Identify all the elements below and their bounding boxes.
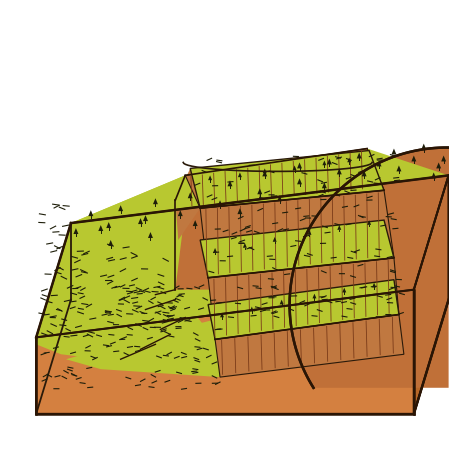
Polygon shape: [220, 313, 224, 317]
Polygon shape: [178, 210, 183, 216]
Polygon shape: [307, 230, 311, 235]
Polygon shape: [273, 237, 277, 242]
Polygon shape: [347, 157, 351, 162]
Polygon shape: [213, 248, 217, 253]
Polygon shape: [312, 294, 316, 298]
Polygon shape: [200, 190, 394, 278]
Polygon shape: [118, 205, 123, 211]
Polygon shape: [290, 148, 450, 388]
Polygon shape: [257, 188, 262, 194]
Polygon shape: [436, 163, 441, 168]
Polygon shape: [297, 178, 302, 184]
Polygon shape: [73, 228, 78, 234]
Polygon shape: [200, 220, 394, 278]
Polygon shape: [337, 168, 342, 174]
Polygon shape: [176, 168, 449, 290]
Polygon shape: [208, 280, 399, 339]
Polygon shape: [106, 222, 111, 228]
Polygon shape: [228, 180, 233, 186]
Polygon shape: [367, 220, 371, 225]
Polygon shape: [153, 198, 158, 204]
Polygon shape: [208, 175, 212, 180]
Polygon shape: [279, 299, 284, 305]
Polygon shape: [185, 149, 384, 208]
Polygon shape: [411, 156, 416, 162]
Polygon shape: [108, 240, 113, 246]
Polygon shape: [188, 192, 193, 198]
Polygon shape: [342, 288, 346, 292]
Polygon shape: [193, 220, 198, 226]
Polygon shape: [441, 156, 446, 162]
Polygon shape: [148, 232, 153, 238]
Polygon shape: [36, 290, 220, 377]
Polygon shape: [277, 195, 282, 201]
Polygon shape: [250, 306, 254, 311]
Polygon shape: [36, 200, 176, 337]
Polygon shape: [396, 165, 401, 172]
Polygon shape: [88, 210, 93, 216]
Polygon shape: [392, 149, 396, 155]
Polygon shape: [292, 165, 297, 170]
Polygon shape: [262, 171, 267, 176]
Polygon shape: [297, 163, 302, 168]
Polygon shape: [414, 175, 449, 414]
Polygon shape: [98, 225, 103, 231]
Polygon shape: [362, 171, 367, 176]
Polygon shape: [322, 182, 327, 188]
Polygon shape: [327, 158, 332, 164]
Polygon shape: [36, 175, 449, 337]
Polygon shape: [372, 282, 376, 288]
Polygon shape: [36, 290, 414, 414]
Polygon shape: [215, 314, 404, 377]
Polygon shape: [263, 168, 267, 173]
Polygon shape: [36, 175, 185, 337]
Polygon shape: [338, 225, 341, 230]
Polygon shape: [238, 208, 243, 214]
Polygon shape: [71, 149, 449, 223]
Polygon shape: [290, 148, 450, 388]
Polygon shape: [176, 168, 200, 240]
Polygon shape: [217, 200, 222, 206]
Polygon shape: [322, 160, 326, 165]
Polygon shape: [66, 320, 220, 377]
Polygon shape: [143, 215, 148, 221]
Polygon shape: [208, 258, 399, 339]
Polygon shape: [377, 160, 382, 166]
Polygon shape: [238, 172, 242, 177]
Polygon shape: [421, 143, 426, 149]
Polygon shape: [190, 150, 384, 208]
Polygon shape: [357, 152, 362, 158]
Polygon shape: [243, 243, 247, 248]
Polygon shape: [138, 218, 143, 224]
Polygon shape: [431, 172, 436, 178]
